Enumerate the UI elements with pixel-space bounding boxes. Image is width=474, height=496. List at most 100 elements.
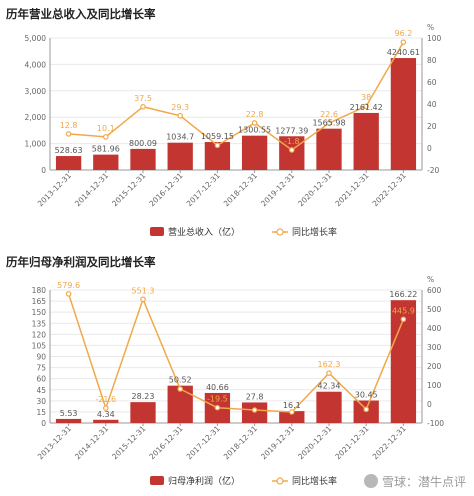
revenue-chart-panel: 历年营业总收入及同比增长率 0 1,000 2,000 3,000 4,000 5,000…: [6, 7, 442, 238]
bar: [55, 418, 82, 423]
growth-rate-point: [400, 316, 407, 323]
y-left-tick-label: 0: [41, 419, 46, 428]
legend-line-marker: [276, 477, 284, 485]
y-right-unit-label: %: [427, 275, 434, 284]
y-left-tick-label: 135: [32, 319, 47, 328]
y-left-tick-label: 120: [32, 330, 47, 339]
growth-rate-label: 579.6: [57, 281, 80, 290]
growth-rate-point: [363, 103, 370, 110]
x-tick-label: 2021-12-31: [333, 171, 370, 208]
revenue-chart: 0 1,000 2,000 3,000 4,000 5,000 -20 0 20 40 60 80 10…: [25, 23, 442, 238]
legend-bar-swatch: [150, 476, 164, 485]
net-profit-chart: 0 15 30 45 60 75 90 105 120 135 150 165 180 -100 0 100 2…: [32, 275, 445, 487]
y-left-tick-label: 15: [36, 408, 46, 417]
bar-value-label: 581.96: [92, 145, 120, 154]
x-tick-label: 2020-12-31: [296, 424, 333, 461]
growth-rate-label: 29.3: [171, 103, 189, 112]
bar: [316, 128, 342, 170]
y-right-tick-label: 0: [427, 400, 432, 409]
y-right-tick-label: 0: [427, 144, 432, 153]
y-left-tick-label: 30: [36, 397, 46, 406]
y-left-tick-label: 4,000: [25, 60, 47, 69]
growth-rate-point: [103, 405, 109, 411]
bar-value-label: 50.52: [169, 376, 192, 385]
y-left-tick-label: 180: [32, 286, 47, 295]
watermark: 雪球：潜牛点评: [363, 473, 466, 490]
y-right-tick-label: 300: [427, 343, 442, 352]
y-left-tick-label: 75: [36, 364, 46, 373]
growth-rate-line: [67, 293, 405, 413]
bar-value-label: 4240.61: [387, 48, 420, 57]
growth-rate-label: 22.6: [320, 110, 338, 119]
watermark-text: 雪球：潜牛点评: [381, 475, 466, 489]
legend-bar-label: 营业总收入（亿）: [168, 226, 240, 238]
x-tick-label: 2014-12-31: [73, 424, 110, 461]
growth-rate-label: -19.5: [207, 395, 228, 404]
y-left-tick-label: 165: [32, 297, 47, 306]
growth-rate-label: 12.8: [60, 121, 78, 130]
x-tick-label: 2017-12-31: [185, 171, 222, 208]
y-right-tick-label: -100: [427, 419, 444, 428]
x-tick-label: 2019-12-31: [259, 171, 296, 208]
bar-value-label: 40.66: [206, 383, 229, 392]
x-tick-label: 2021-12-31: [333, 424, 370, 461]
growth-rate-point: [214, 404, 221, 411]
bar: [167, 385, 193, 423]
x-tick-label: 2016-12-31: [147, 171, 184, 208]
bar-value-label: 30.45: [355, 391, 378, 400]
growth-rate-point: [177, 386, 184, 392]
y-right-tick-label: 200: [427, 362, 442, 371]
growth-rate-point: [140, 103, 146, 110]
x-tick-label: 2014-12-31: [73, 171, 110, 208]
bar-value-label: 1059.15: [201, 132, 234, 141]
chart-title: 历年归母净利润及同比增长率: [6, 255, 156, 269]
y-left-tick-label: 90: [36, 353, 46, 362]
legend-line-label: 同比增长率: [292, 226, 337, 238]
bar: [390, 58, 417, 170]
y-right-tick-label: 400: [427, 324, 442, 333]
y-right-tick-label: 100: [427, 34, 442, 43]
growth-rate-point: [288, 147, 295, 153]
growth-rate-label: 162.3: [318, 360, 341, 369]
bar-value-label: 800.09: [129, 139, 157, 148]
x-tick-label: 2015-12-31: [110, 171, 147, 208]
bar-value-label: 16.1: [283, 401, 301, 410]
bar-value-label: 1034.7: [166, 133, 194, 142]
bar-value-label: 5.53: [60, 409, 78, 418]
y-left-tick-label: 3,000: [25, 87, 47, 96]
bar-value-label: 166.22: [389, 290, 417, 299]
y-left-tick-label: 60: [36, 375, 46, 384]
x-tick-label: 2013-12-31: [36, 424, 73, 461]
growth-rate-point: [65, 131, 72, 137]
growth-rate-point: [251, 120, 258, 126]
x-tick-label: 2016-12-31: [147, 424, 184, 461]
y-left-tick-label: 5,000: [25, 34, 47, 43]
growth-rate-point: [214, 142, 221, 149]
growth-rate-label: -21.6: [95, 395, 116, 404]
snowball-logo-icon: [363, 474, 378, 488]
growth-rate-point: [400, 39, 407, 45]
growth-rate-line: [68, 41, 405, 151]
x-tick-label: 2022-12-31: [371, 424, 408, 461]
growth-rate-point: [251, 407, 258, 413]
y-right-tick-label: 60: [427, 78, 437, 87]
bar-value-label: 1277.39: [275, 126, 308, 135]
bar: [93, 419, 119, 423]
bar: [130, 402, 156, 423]
legend-line-label: 同比增长率: [292, 475, 337, 487]
x-tick-label: 2019-12-31: [259, 424, 296, 461]
y-right-tick-label: 20: [427, 122, 437, 131]
y-right-tick-label: 100: [427, 381, 442, 390]
y-right-tick-label: 600: [427, 286, 442, 295]
bar-value-label: 2161.42: [350, 103, 383, 112]
y-left-tick-label: 150: [32, 308, 47, 317]
y-left-tick-label: 105: [32, 341, 47, 350]
growth-rate-label: 551.3: [132, 286, 155, 295]
growth-rate-point: [326, 370, 332, 376]
bar: [167, 142, 193, 170]
bar-value-label: 27.8: [246, 392, 264, 401]
y-right-tick-label: 80: [427, 56, 437, 65]
bar: [130, 148, 156, 170]
bar: [241, 135, 268, 170]
y-left-tick-label: 0: [41, 166, 46, 175]
